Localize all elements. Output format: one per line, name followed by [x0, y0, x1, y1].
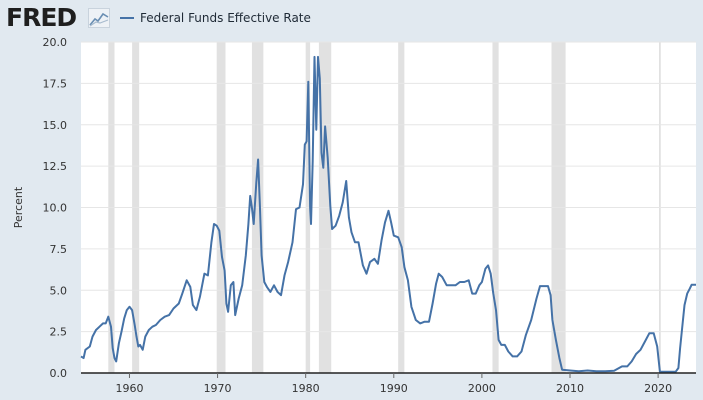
y-tick-label: 12.5: [43, 160, 68, 173]
series-line: [80, 55, 696, 373]
y-tick-label: 2.5: [50, 326, 68, 339]
y-tick-label: 20.0: [43, 36, 68, 49]
x-tick-label: 1980: [292, 382, 320, 395]
chart-legend: Federal Funds Effective Rate: [120, 9, 311, 27]
y-tick-label: 7.5: [50, 243, 68, 256]
legend-label: Federal Funds Effective Rate: [140, 11, 311, 25]
x-tick-label: 1990: [380, 382, 408, 395]
x-tick-label: 1960: [115, 382, 143, 395]
series-layer: [80, 55, 696, 373]
x-tick-label: 2000: [468, 382, 496, 395]
legend-swatch: [120, 17, 134, 19]
chart-header: FRED Federal Funds Effective Rate: [0, 0, 703, 34]
x-axis-ticks: 1960 1970 1980 1990 2000 2010 2020: [115, 373, 672, 395]
y-tick-label: 15.0: [43, 119, 68, 132]
y-tick-label: 0.0: [50, 367, 68, 380]
y-tick-label: 17.5: [43, 77, 68, 90]
x-tick-label: 2010: [556, 382, 584, 395]
fred-logo[interactable]: FRED: [6, 3, 77, 32]
y-axis-title: Percent: [12, 186, 25, 228]
x-tick-label: 2020: [644, 382, 672, 395]
fred-line-graph-icon: [88, 8, 110, 28]
y-tick-label: 10.0: [43, 202, 68, 215]
y-tick-label: 5.0: [50, 284, 68, 297]
x-tick-label: 1970: [204, 382, 232, 395]
y-axis-ticks: 0.0 2.5 5.0 7.5 10.0 12.5 15.0 17.5 20.0: [43, 36, 68, 380]
